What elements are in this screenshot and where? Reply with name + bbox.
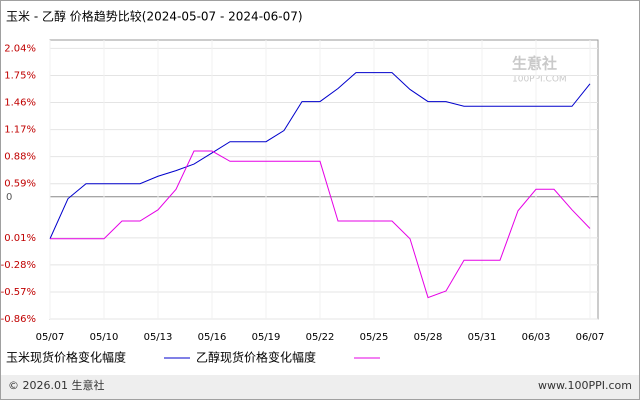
- x-tick-label: 05/28: [414, 332, 443, 343]
- y-tick-label: -0.28%: [1, 260, 36, 271]
- x-tick-label: 05/10: [90, 332, 119, 343]
- watermark-name: 生意社: [512, 55, 557, 73]
- x-tick-label: 05/31: [468, 332, 497, 343]
- watermark-site: 100PPI.COM: [512, 75, 567, 85]
- x-tick-label: 06/03: [522, 332, 551, 343]
- x-tick-label: 05/13: [144, 332, 173, 343]
- y-tick-label: 0.59%: [4, 179, 36, 190]
- y-tick-label: -0.57%: [1, 287, 36, 298]
- legend-label: 乙醇现货价格变化幅度: [196, 350, 316, 365]
- legend-label: 玉米现货价格变化幅度: [6, 350, 126, 365]
- series-line: [49, 72, 591, 239]
- footer-band: [1, 375, 639, 399]
- footer-left: © 2026.01 生意社: [8, 378, 104, 392]
- x-tick-label: 06/07: [576, 332, 605, 343]
- footer-right: www.100PPI.com: [538, 379, 632, 392]
- y-tick-label: -0.86%: [1, 314, 36, 325]
- chart-title: 玉米 - 乙醇 价格趋势比较(2024-05-07 - 2024-06-07): [6, 9, 303, 24]
- x-tick-label: 05/16: [198, 332, 227, 343]
- x-tick-label: 05/19: [252, 332, 281, 343]
- y-tick-label: 0: [6, 192, 12, 203]
- y-tick-label: 2.04%: [4, 43, 36, 54]
- y-tick-label: 0.88%: [4, 152, 36, 163]
- y-tick-label: 0.01%: [4, 233, 36, 244]
- x-tick-label: 05/22: [306, 332, 335, 343]
- y-tick-label: 1.46%: [4, 98, 36, 109]
- series-line: [50, 150, 591, 299]
- y-tick-label: 1.17%: [4, 125, 36, 136]
- y-tick-label: 1.75%: [4, 70, 36, 81]
- x-tick-label: 05/25: [360, 332, 389, 343]
- x-tick-label: 05/07: [36, 332, 65, 343]
